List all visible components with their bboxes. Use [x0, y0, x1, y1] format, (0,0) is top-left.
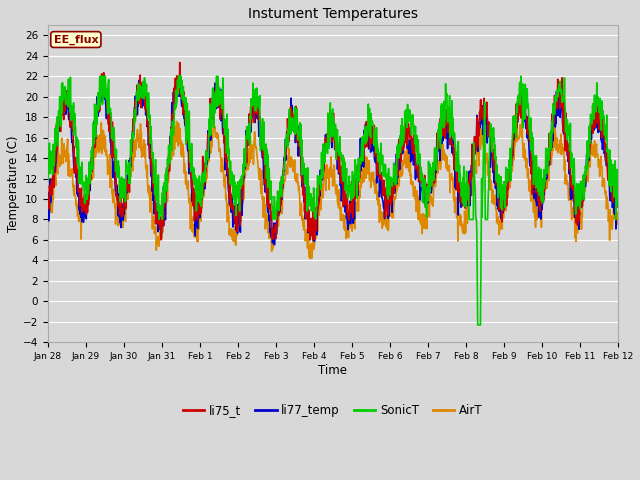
- Y-axis label: Temperature (C): Temperature (C): [7, 135, 20, 232]
- Title: Instument Temperatures: Instument Temperatures: [248, 7, 418, 21]
- Text: EE_flux: EE_flux: [54, 35, 98, 45]
- X-axis label: Time: Time: [318, 364, 348, 377]
- Legend: li75_t, li77_temp, SonicT, AirT: li75_t, li77_temp, SonicT, AirT: [178, 399, 488, 421]
